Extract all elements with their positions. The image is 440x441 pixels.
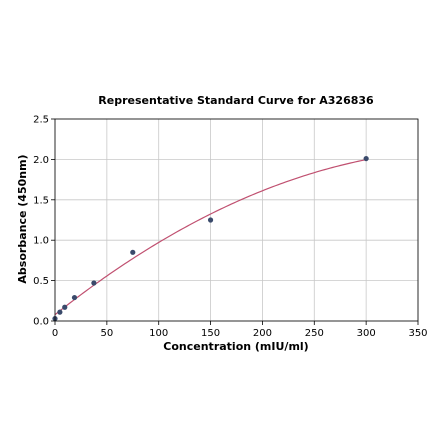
y-axis-ticks: 0.0 0.5 1.0 1.5 2.0 2.5 [33, 115, 55, 328]
x-axis-label: Concentration (mIU/ml) [163, 340, 308, 353]
grid [54, 118, 419, 322]
y-tick-label: 0.0 [33, 317, 49, 328]
data-point [207, 217, 214, 223]
fit-curve [54, 159, 367, 316]
chart-title: Representative Standard Curve for A32683… [98, 94, 374, 107]
x-tick-label: 150 [201, 328, 220, 339]
y-tick-label: 1.5 [33, 195, 49, 206]
plot-frame [54, 118, 419, 322]
data-point [62, 304, 68, 310]
y-tick-label: 2.5 [33, 115, 49, 126]
y-tick-label: 0.5 [33, 276, 49, 287]
x-tick-label: 0 [52, 328, 58, 339]
data-point [91, 280, 97, 286]
x-tick-label: 50 [100, 328, 113, 339]
y-tick-label: 2.0 [33, 155, 49, 166]
x-tick-label: 100 [149, 328, 168, 339]
data-point [71, 294, 78, 301]
x-tick-label: 200 [253, 328, 272, 339]
x-tick-label: 350 [408, 328, 427, 339]
x-axis-ticks: 0 50 100 150 200 250 300 350 [52, 321, 428, 339]
data-point [57, 309, 63, 315]
data-point [130, 249, 136, 255]
x-tick-label: 250 [305, 328, 324, 339]
x-tick-label: 300 [357, 328, 376, 339]
data-points [52, 155, 369, 322]
y-axis-label: Absorbance (450nm) [16, 154, 29, 283]
y-tick-label: 1.0 [33, 236, 49, 247]
data-point [363, 155, 369, 162]
